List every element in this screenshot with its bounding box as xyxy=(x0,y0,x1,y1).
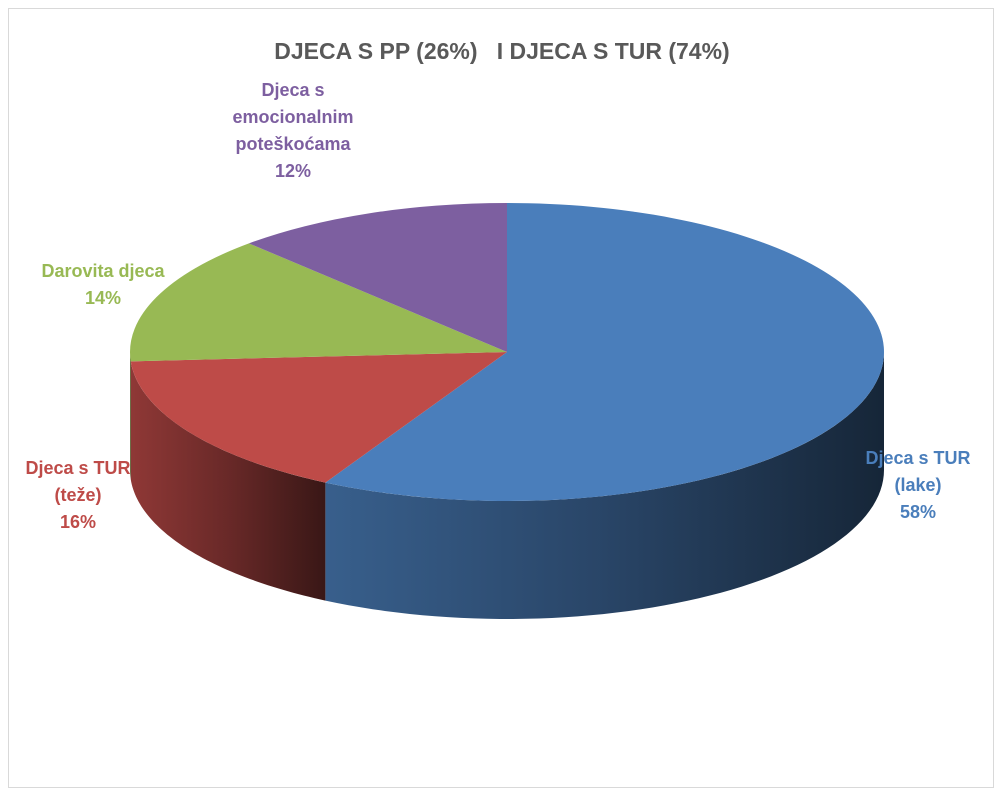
slice-side xyxy=(130,361,326,601)
label-value: 58% xyxy=(899,502,937,522)
slice xyxy=(325,203,885,501)
label-value: 16% xyxy=(59,512,97,532)
data-label: Darovita djeca 14% xyxy=(8,258,198,312)
slice xyxy=(130,352,507,483)
label-value: 14% xyxy=(84,288,122,308)
chart-frame xyxy=(8,8,994,788)
label-category: Djeca s TUR (lake) xyxy=(865,448,971,495)
slice xyxy=(248,203,508,352)
label-category: Djeca s emocionalnim poteškoćama xyxy=(232,80,354,154)
data-label: Djeca s TUR (teže) 16% xyxy=(8,455,148,536)
label-category: Darovita djeca xyxy=(41,261,165,281)
chart-title: DJECA S PP (26%) I DJECA S TUR (74%) xyxy=(274,38,730,64)
data-label: Djeca s emocionalnim poteškoćama 12% xyxy=(213,77,373,185)
slice-side xyxy=(130,352,131,480)
label-category: Djeca s TUR (teže) xyxy=(25,458,131,505)
slice-side xyxy=(325,352,884,619)
data-label: Djeca s TUR (lake) 58% xyxy=(843,445,993,526)
slice xyxy=(130,243,507,362)
label-value: 12% xyxy=(274,161,312,181)
